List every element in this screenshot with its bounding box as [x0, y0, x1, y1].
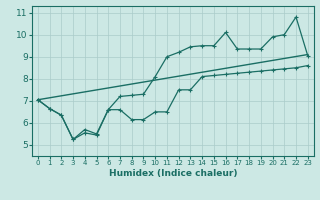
X-axis label: Humidex (Indice chaleur): Humidex (Indice chaleur) — [108, 169, 237, 178]
